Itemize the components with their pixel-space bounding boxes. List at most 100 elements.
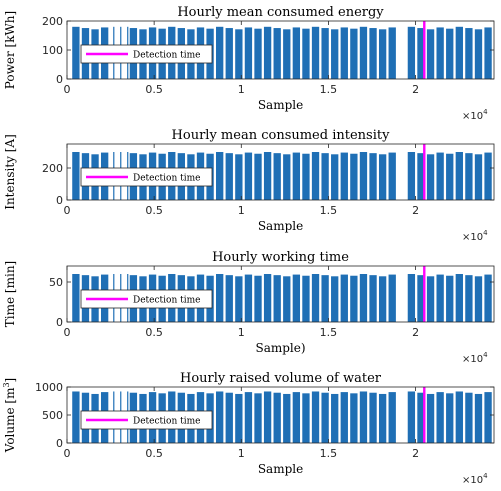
data-bar — [321, 275, 329, 322]
data-bar — [273, 153, 281, 200]
data-bar — [369, 28, 377, 79]
data-bar — [350, 275, 358, 322]
data-bar — [302, 153, 310, 200]
data-bar — [302, 275, 310, 322]
x-tick-label: 2 — [412, 83, 419, 96]
data-bar — [283, 393, 291, 443]
data-bar — [465, 392, 473, 443]
y-tick-label: 0 — [56, 437, 63, 450]
data-bar — [359, 391, 368, 443]
plot-title: Hourly working time — [212, 250, 349, 265]
data-bar — [369, 392, 377, 443]
data-bar — [474, 276, 483, 322]
x-axis-label: Sample — [258, 219, 303, 233]
data-bar — [484, 392, 492, 443]
data-bar — [359, 26, 368, 79]
x-tick-label: 1 — [238, 83, 245, 96]
x-axis-label: Sample) — [255, 341, 305, 355]
data-bar — [331, 154, 339, 200]
data-bar — [388, 392, 396, 443]
data-bar — [436, 152, 444, 200]
data-bar — [340, 27, 348, 79]
data-bar — [254, 275, 262, 322]
y-axis-label-end: ] — [3, 378, 17, 383]
data-bar — [446, 28, 454, 79]
x-multiplier-base: ×10 — [462, 354, 483, 365]
data-bar — [378, 29, 387, 80]
data-bar — [254, 393, 262, 443]
data-bar — [331, 29, 339, 80]
x-multiplier-base: ×10 — [462, 232, 483, 243]
data-bar — [263, 152, 272, 200]
x-tick-label: 0 — [64, 83, 71, 96]
data-bar — [254, 153, 262, 200]
data-bar — [302, 393, 310, 443]
y-axis-label-text: Time [min] — [3, 261, 17, 327]
data-bar — [225, 275, 233, 322]
y-tick-label: 100 — [42, 44, 63, 57]
data-bar — [446, 393, 454, 443]
x-tick-label: 0.5 — [145, 447, 163, 460]
data-bar — [216, 391, 224, 443]
subplot-3: Hourly working time 0 0.5 1 1.5 2 0 50 Sample) ×1… — [3, 250, 495, 365]
data-bar — [407, 152, 416, 200]
data-bar — [235, 29, 243, 80]
data-bar — [474, 393, 483, 443]
data-bar — [225, 153, 233, 200]
data-bar — [484, 152, 492, 200]
data-bar — [225, 28, 233, 79]
x-tick-label: 1 — [238, 447, 245, 460]
data-bar — [283, 276, 291, 322]
data-bar — [426, 276, 435, 322]
plot-title: Hourly raised volume of water — [180, 371, 382, 386]
data-bar — [407, 391, 416, 443]
legend: Detection time — [80, 167, 213, 187]
data-bar — [244, 274, 253, 322]
data-bar — [465, 28, 473, 79]
data-bar — [263, 274, 272, 322]
data-bar — [359, 274, 368, 322]
data-bar — [244, 152, 253, 200]
data-bar — [216, 152, 224, 200]
data-bar — [350, 153, 358, 200]
data-bar — [417, 153, 425, 200]
y-tick-label: 50 — [49, 276, 63, 289]
data-bar — [72, 152, 80, 200]
x-tick-label: 1 — [238, 204, 245, 217]
data-bar — [359, 152, 368, 200]
data-bar — [378, 393, 387, 443]
data-bar — [331, 393, 339, 443]
x-tick-label: 0.5 — [145, 204, 163, 217]
x-multiplier-base: ×10 — [462, 111, 483, 122]
x-multiplier-base: ×10 — [462, 475, 483, 486]
data-bar — [436, 392, 444, 443]
data-bar — [235, 154, 243, 200]
x-tick-label: 1.5 — [320, 83, 338, 96]
axes-box — [66, 265, 495, 323]
legend-box — [80, 44, 213, 64]
data-bar — [311, 274, 320, 322]
x-axis-label: Sample — [258, 98, 303, 112]
legend-box — [80, 289, 213, 309]
data-bar — [436, 274, 444, 322]
data-bar — [465, 275, 473, 322]
legend-label: Detection time — [133, 417, 200, 427]
data-bar — [369, 275, 377, 322]
data-bar — [263, 26, 272, 79]
legend: Detection time — [80, 410, 213, 430]
data-bar — [426, 154, 435, 200]
data-bar — [455, 152, 463, 200]
plot-title: Hourly mean consumed intensity — [172, 128, 391, 143]
data-bar — [283, 154, 291, 200]
data-bar — [225, 392, 233, 443]
data-bar — [350, 393, 358, 443]
data-bar — [417, 392, 425, 443]
data-bar — [311, 391, 320, 443]
x-multiplier-exponent: 4 — [483, 351, 488, 359]
data-bar — [340, 392, 348, 443]
y-axis-label-text: Power [kWh] — [3, 11, 17, 89]
y-axis-label-text: Volume [m — [3, 387, 17, 453]
data-bar — [417, 275, 425, 322]
